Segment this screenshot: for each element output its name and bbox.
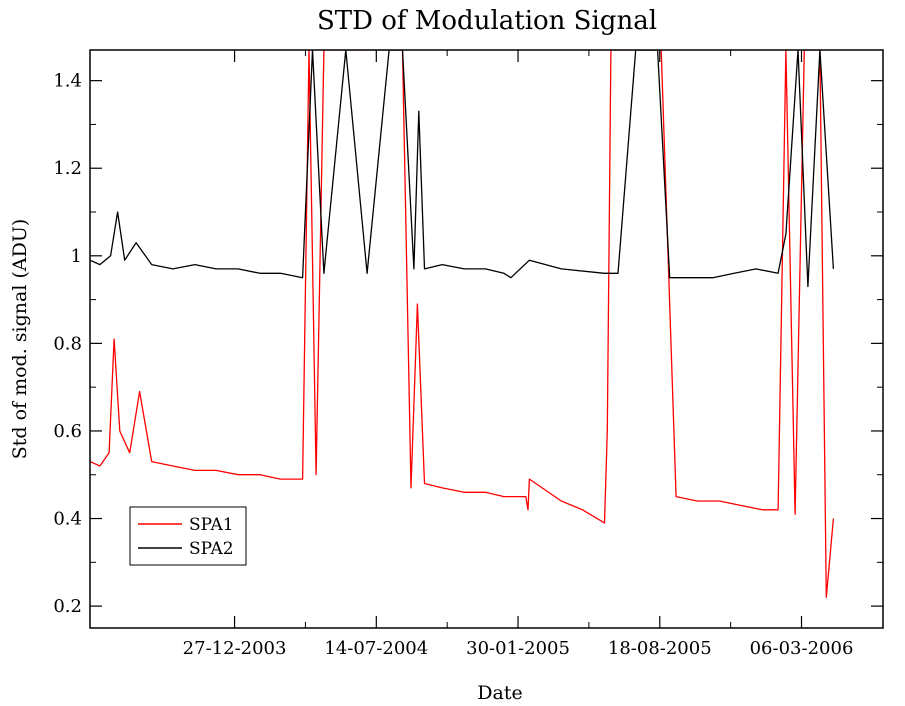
legend-label-spa2: SPA2: [189, 539, 234, 559]
legend-label-spa1: SPA1: [189, 515, 234, 535]
x-tick-label: 27-12-2003: [183, 638, 287, 659]
y-tick-label: 0.4: [53, 509, 82, 530]
legend-box: [129, 506, 247, 566]
plot-frame: [89, 49, 884, 629]
y-tick-label: 1: [71, 246, 82, 267]
series-spa2-line: [90, 50, 835, 288]
x-tick-label: 14-07-2004: [324, 638, 428, 659]
y-axis-label: Std of mod. signal (ADU): [9, 219, 31, 460]
series-layer: [90, 50, 835, 598]
x-tick-label: 30-01-2005: [466, 638, 570, 659]
y-tick-label: 1.4: [53, 71, 82, 92]
x-tick-label: 18-08-2005: [608, 638, 712, 659]
series-spa1-line: [90, 50, 835, 598]
y-tick-label: 1.2: [53, 158, 82, 179]
legend: SPA1 SPA2: [129, 506, 247, 566]
x-tick-label: 06-03-2006: [750, 638, 854, 659]
tick-layer: 0.2 0.4 0.6 0.8 1 1.2 1.4 27-12-2003 14-07-2004 3…: [53, 50, 883, 659]
y-tick-label: 0.2: [53, 596, 82, 617]
y-tick-label: 0.8: [53, 333, 82, 354]
y-tick-label: 0.6: [53, 421, 82, 442]
x-axis-label: Date: [477, 682, 522, 704]
chart-title: STD of Modulation Signal: [317, 6, 657, 36]
